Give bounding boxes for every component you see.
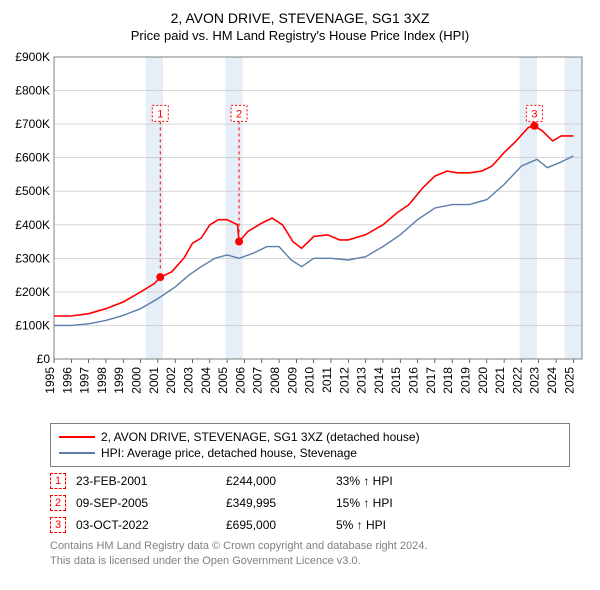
svg-text:1996: 1996 (60, 367, 74, 394)
svg-text:2007: 2007 (251, 367, 265, 394)
transaction-marker: 1 (50, 473, 66, 489)
svg-text:£700K: £700K (15, 117, 50, 131)
transaction-price: £349,995 (226, 496, 326, 510)
transaction-price: £695,000 (226, 518, 326, 532)
svg-text:2020: 2020 (476, 367, 490, 394)
svg-text:2017: 2017 (424, 367, 438, 394)
svg-text:2011: 2011 (320, 367, 334, 393)
legend-swatch (59, 436, 95, 438)
transaction-row: 1 23-FEB-2001 £244,000 33% ↑ HPI (50, 473, 570, 489)
svg-text:£400K: £400K (15, 218, 50, 232)
transaction-date: 03-OCT-2022 (76, 518, 216, 532)
svg-text:2012: 2012 (337, 367, 351, 394)
svg-text:£600K: £600K (15, 151, 50, 165)
transaction-marker: 3 (50, 517, 66, 533)
svg-text:2014: 2014 (372, 367, 386, 394)
svg-text:2000: 2000 (130, 367, 144, 394)
svg-text:1: 1 (157, 108, 163, 120)
svg-text:2024: 2024 (545, 367, 559, 394)
credits: Contains HM Land Registry data © Crown c… (50, 539, 570, 570)
svg-text:2015: 2015 (389, 367, 403, 394)
svg-text:£200K: £200K (15, 285, 50, 299)
svg-text:£100K: £100K (15, 318, 50, 332)
svg-text:2016: 2016 (407, 367, 421, 394)
legend-label: HPI: Average price, detached house, Stev… (101, 446, 357, 460)
svg-text:2023: 2023 (528, 367, 542, 394)
svg-text:2010: 2010 (303, 367, 317, 394)
transaction-diff: 15% ↑ HPI (336, 496, 436, 510)
legend-swatch (59, 452, 95, 454)
legend-label: 2, AVON DRIVE, STEVENAGE, SG1 3XZ (detac… (101, 430, 420, 444)
svg-text:2006: 2006 (233, 367, 247, 394)
transaction-diff: 5% ↑ HPI (336, 518, 436, 532)
svg-text:2004: 2004 (199, 367, 213, 394)
credits-line2: This data is licensed under the Open Gov… (50, 554, 570, 569)
svg-text:2013: 2013 (355, 367, 369, 394)
svg-text:£500K: £500K (15, 184, 50, 198)
svg-text:1997: 1997 (78, 367, 92, 394)
svg-text:2019: 2019 (458, 367, 472, 394)
svg-text:2001: 2001 (147, 367, 161, 394)
transaction-marker: 2 (50, 495, 66, 511)
transaction-date: 09-SEP-2005 (76, 496, 216, 510)
title-subtitle: Price paid vs. HM Land Registry's House … (10, 28, 590, 43)
transaction-date: 23-FEB-2001 (76, 474, 216, 488)
legend-row: 2, AVON DRIVE, STEVENAGE, SG1 3XZ (detac… (59, 430, 561, 444)
transaction-row: 2 09-SEP-2005 £349,995 15% ↑ HPI (50, 495, 570, 511)
svg-text:2009: 2009 (285, 367, 299, 394)
svg-text:2025: 2025 (562, 367, 576, 394)
svg-text:2021: 2021 (493, 367, 507, 394)
svg-text:2018: 2018 (441, 367, 455, 394)
svg-text:£800K: £800K (15, 84, 50, 98)
legend-row: HPI: Average price, detached house, Stev… (59, 446, 561, 460)
svg-text:2002: 2002 (164, 367, 178, 394)
svg-text:2: 2 (236, 108, 242, 120)
svg-text:2022: 2022 (510, 367, 524, 394)
svg-text:1998: 1998 (95, 367, 109, 394)
svg-text:£0: £0 (37, 352, 51, 366)
svg-text:1995: 1995 (43, 367, 57, 394)
svg-text:£300K: £300K (15, 251, 50, 265)
transaction-diff: 33% ↑ HPI (336, 474, 436, 488)
legend: 2, AVON DRIVE, STEVENAGE, SG1 3XZ (detac… (50, 423, 570, 467)
transaction-row: 3 03-OCT-2022 £695,000 5% ↑ HPI (50, 517, 570, 533)
chart-area: £0 £100K £200K £300K £400K £500K £600K £700K £80… (10, 49, 590, 419)
chart-svg: £0 £100K £200K £300K £400K £500K £600K £700K £80… (10, 49, 590, 419)
svg-text:1999: 1999 (112, 367, 126, 394)
svg-text:2003: 2003 (181, 367, 195, 394)
svg-text:3: 3 (531, 108, 537, 120)
transaction-price: £244,000 (226, 474, 326, 488)
transactions-list: 1 23-FEB-2001 £244,000 33% ↑ HPI 2 09-SEP-200… (50, 473, 570, 533)
chart-titles: 2, AVON DRIVE, STEVENAGE, SG1 3XZ Price … (10, 10, 590, 43)
svg-text:2005: 2005 (216, 367, 230, 394)
svg-text:2008: 2008 (268, 367, 282, 394)
credits-line1: Contains HM Land Registry data © Crown c… (50, 539, 570, 554)
title-address: 2, AVON DRIVE, STEVENAGE, SG1 3XZ (10, 10, 590, 26)
svg-text:£900K: £900K (15, 50, 50, 64)
